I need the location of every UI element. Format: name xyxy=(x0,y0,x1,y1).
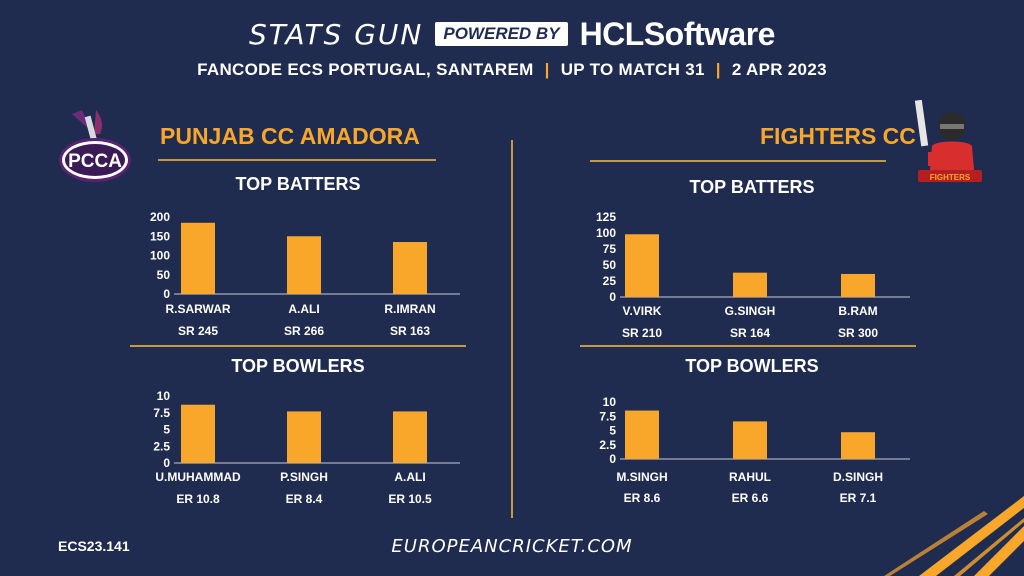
bar xyxy=(287,411,321,463)
y-tick-label: 0 xyxy=(609,452,616,466)
subtitle-separator: | xyxy=(715,60,721,79)
center-divider xyxy=(511,140,513,518)
y-tick-label: 0 xyxy=(609,290,616,304)
bar xyxy=(733,272,767,297)
right-mid-separator xyxy=(580,345,916,347)
y-tick-label: 100 xyxy=(596,226,616,240)
category-label: RAHUL xyxy=(729,470,771,484)
subtitle-date: 2 APR 2023 xyxy=(731,60,827,79)
stat-label: SR 245 xyxy=(178,324,218,338)
fighters-logo-text: FIGHTERS xyxy=(930,173,971,182)
y-tick-label: 0 xyxy=(163,456,170,470)
y-tick-label: 5 xyxy=(609,424,616,438)
y-tick-label: 7.5 xyxy=(153,406,170,420)
footer-website: EUROPEANCRICKET.COM xyxy=(391,536,633,557)
stat-label: SR 163 xyxy=(390,324,430,338)
left-batters-chart: 200 150 100 50 0R.SARWAR SR 245 A.ALI SR 266 R.I… xyxy=(150,210,460,338)
stat-label: ER 7.1 xyxy=(840,491,877,505)
powered-by-badge: POWERED BY xyxy=(435,22,568,46)
left-bowlers-title: TOP BOWLERS xyxy=(231,356,365,376)
bar xyxy=(181,404,215,463)
category-label: P.SINGH xyxy=(280,470,328,484)
bar xyxy=(841,432,875,459)
right-batters-chart: 125 100 75 50 25 0 V.VIRK SR 210 G.SINGH SR 164 B.… xyxy=(596,210,910,340)
category-label: U.MUHAMMAD xyxy=(155,470,241,484)
y-tick-label: 2.5 xyxy=(153,439,170,453)
subtitle-match: UP TO MATCH 31 xyxy=(560,60,705,79)
stat-label: SR 210 xyxy=(622,326,662,340)
right-bowlers-title: TOP BOWLERS xyxy=(685,356,819,376)
stat-label: ER 10.5 xyxy=(388,492,432,506)
stat-label: SR 266 xyxy=(284,324,324,338)
left-team-name: PUNJAB CC AMADORA xyxy=(160,123,420,149)
stat-label: SR 164 xyxy=(730,326,770,340)
y-tick-label: 50 xyxy=(157,268,171,282)
stat-label: ER 8.4 xyxy=(286,492,323,506)
y-tick-label: 150 xyxy=(150,229,170,243)
header: STATS GUN POWERED BY HCLSoftware FANCODE… xyxy=(0,12,1024,80)
brand-row: STATS GUN POWERED BY HCLSoftware xyxy=(0,12,1024,56)
category-label: V.VIRK xyxy=(623,304,662,318)
decorative-stripes xyxy=(884,496,1024,576)
bar xyxy=(181,222,215,294)
brand-title: STATS GUN xyxy=(249,17,424,51)
subtitle: FANCODE ECS PORTUGAL, SANTAREM | UP TO M… xyxy=(0,60,1024,80)
stat-label: ER 10.8 xyxy=(176,492,220,506)
bar xyxy=(625,410,659,459)
stat-label: ER 8.6 xyxy=(624,491,661,505)
bar xyxy=(393,411,427,463)
right-bowlers-chart: 107.552.50M.SINGH ER 8.6 RAHUL ER 6.6 D.SING… xyxy=(599,395,910,505)
category-label: R.IMRAN xyxy=(384,302,435,316)
category-label: R.SARWAR xyxy=(165,302,230,316)
fighters-logo: FIGHTERS xyxy=(914,100,982,182)
right-batters-title: TOP BATTERS xyxy=(689,177,815,197)
footer-code: ECS23.141 xyxy=(58,538,130,554)
subtitle-event: FANCODE ECS PORTUGAL, SANTAREM xyxy=(197,60,534,79)
pcca-logo-text: PCCA xyxy=(68,151,122,172)
stat-label: SR 300 xyxy=(838,326,878,340)
pcca-logo: PCCA xyxy=(59,110,131,182)
y-tick-label: 50 xyxy=(603,258,617,272)
y-tick-label: 200 xyxy=(150,210,170,224)
category-label: G.SINGH xyxy=(725,304,776,318)
bar xyxy=(733,421,767,459)
category-label: B.RAM xyxy=(838,304,877,318)
left-mid-separator xyxy=(130,345,466,347)
left-bowlers-chart: 10 7.5 5 2.5 0U.MUHAMMAD ER 10.8 P.SINGH ER 8.4… xyxy=(153,389,460,506)
y-tick-label: 5 xyxy=(163,423,170,437)
category-label: M.SINGH xyxy=(616,470,667,484)
y-tick-label: 0 xyxy=(163,287,170,301)
y-tick-label: 10 xyxy=(603,395,617,409)
y-tick-label: 25 xyxy=(603,274,617,288)
bar xyxy=(625,234,659,297)
category-label: A.ALI xyxy=(394,470,425,484)
y-tick-label: 7.5 xyxy=(599,409,616,423)
bar xyxy=(393,242,427,294)
sponsor-logo: HCLSoftware xyxy=(579,15,776,52)
category-label: A.ALI xyxy=(288,302,319,316)
stat-label: ER 6.6 xyxy=(732,491,769,505)
bar xyxy=(287,236,321,294)
left-team-underline xyxy=(158,159,436,161)
bar xyxy=(841,273,875,297)
y-tick-label: 100 xyxy=(150,249,170,263)
y-tick-label: 125 xyxy=(596,210,616,224)
subtitle-separator: | xyxy=(544,60,550,79)
right-team-name: FIGHTERS CC xyxy=(760,123,916,149)
right-team-underline xyxy=(590,160,886,162)
category-label: D.SINGH xyxy=(833,470,883,484)
y-tick-label: 75 xyxy=(603,242,617,256)
y-tick-label: 2.5 xyxy=(599,438,616,452)
y-tick-label: 10 xyxy=(157,389,171,403)
left-batters-title: TOP BATTERS xyxy=(235,174,361,194)
